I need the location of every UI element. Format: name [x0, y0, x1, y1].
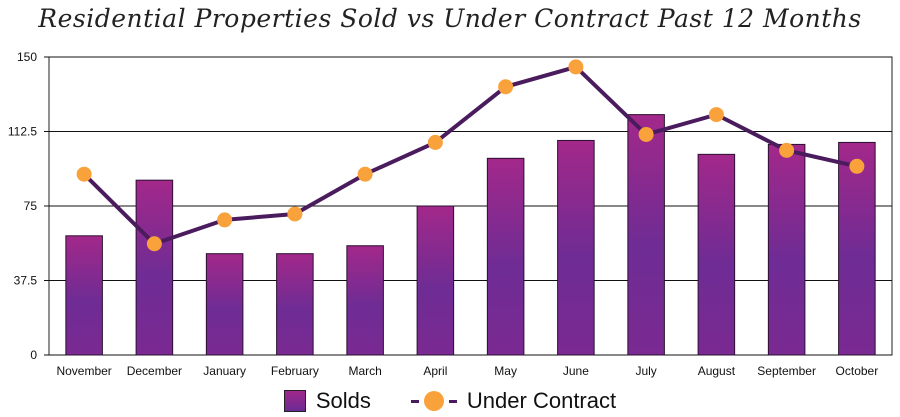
- x-tick-label: January: [203, 364, 246, 378]
- y-tick-label: 37.5: [14, 274, 38, 288]
- point-under-contract: [568, 59, 584, 75]
- x-tick-label: December: [127, 364, 182, 378]
- bar-solds: [135, 179, 174, 356]
- line-under-contract: [82, 64, 858, 246]
- legend-item-solds: Solds: [283, 388, 371, 414]
- bar-solds: [346, 245, 384, 356]
- legend-marker-under-contract: [410, 390, 457, 412]
- x-tick-label: July: [635, 364, 656, 378]
- legend-label-under-contract: Under Contract: [466, 388, 617, 413]
- bar-solds: [65, 235, 103, 356]
- x-tick-label: June: [563, 364, 589, 378]
- x-tick-label: August: [698, 364, 736, 378]
- bar-solds: [557, 139, 595, 356]
- bar-solds: [276, 253, 314, 356]
- point-under-contract: [708, 107, 724, 123]
- point-under-contract: [498, 79, 514, 95]
- x-tick-label: April: [423, 364, 447, 378]
- y-tick-label: 150: [17, 50, 37, 64]
- point-under-contract: [76, 166, 92, 182]
- y-tick-label: 75: [24, 199, 38, 213]
- chart-title: Residential Properties Sold vs Under Con…: [38, 4, 862, 33]
- bar-solds: [697, 153, 736, 356]
- x-tick-label: November: [56, 364, 111, 378]
- point-under-contract: [217, 212, 233, 228]
- bar-solds: [486, 157, 525, 356]
- bar-solds: [838, 141, 876, 356]
- y-tick-label: 0: [30, 348, 37, 362]
- point-under-contract: [357, 166, 373, 182]
- legend-item-under-contract: Under Contract: [410, 388, 617, 414]
- bar-solds: [627, 114, 665, 356]
- chart-legend: Solds Under Contract: [0, 386, 900, 416]
- y-tick-label: 112.5: [8, 125, 37, 139]
- legend-swatch-solds: [283, 390, 306, 412]
- point-under-contract: [427, 134, 443, 150]
- x-tick-label: October: [836, 364, 879, 378]
- bar-solds: [767, 143, 806, 356]
- point-under-contract: [779, 142, 795, 158]
- bar-solds: [416, 205, 455, 356]
- point-under-contract: [287, 206, 303, 222]
- x-tick-label: March: [348, 364, 381, 378]
- point-under-contract: [146, 236, 162, 252]
- x-tick-label: September: [757, 364, 816, 378]
- point-under-contract: [638, 126, 654, 142]
- x-tick-label: May: [494, 364, 517, 378]
- x-tick-label: February: [271, 364, 319, 378]
- bar-solds: [205, 253, 244, 356]
- legend-label-solds: Solds: [315, 388, 371, 413]
- point-under-contract: [849, 158, 865, 174]
